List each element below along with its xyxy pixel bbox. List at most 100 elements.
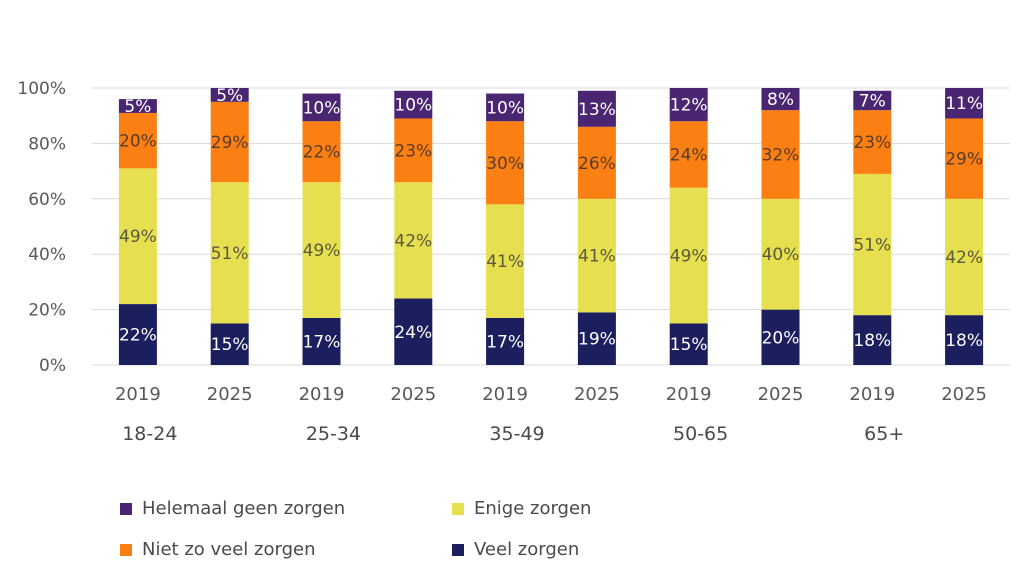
- y-tick-label: 60%: [28, 190, 66, 210]
- bar-segment: [394, 298, 433, 365]
- data-label: 20%: [762, 328, 800, 348]
- bar-segment: [210, 88, 249, 102]
- bar-segment: [853, 90, 892, 111]
- bar-segment: [577, 90, 616, 127]
- data-label: 24%: [394, 323, 432, 343]
- group-label: 35-49: [489, 423, 544, 445]
- bar-segment: [302, 182, 341, 318]
- legend-swatch-enige-zorgen: [452, 502, 464, 515]
- data-label: 29%: [945, 150, 983, 170]
- x-tick-label: 2025: [207, 384, 253, 405]
- data-label: 32%: [762, 145, 800, 165]
- bar-segment: [761, 198, 800, 310]
- bar-segment: [945, 88, 984, 119]
- bar-segment: [669, 323, 708, 365]
- legend-swatch-helemaal-geen-zorgen: [120, 502, 132, 515]
- data-label: 17%: [303, 332, 341, 352]
- x-tick-label: 2019: [115, 384, 161, 405]
- group-label: 25-34: [306, 423, 361, 445]
- bar-segment: [577, 312, 616, 365]
- x-tick-label: 2025: [574, 384, 620, 405]
- bar-segment: [945, 315, 984, 365]
- bar-segment: [945, 198, 984, 316]
- legend-label-niet-zo-veel-zorgen: Niet zo veel zorgen: [142, 539, 316, 560]
- data-label: 10%: [486, 98, 524, 118]
- x-tick-label: 2019: [482, 384, 528, 405]
- bar-segment: [853, 315, 892, 365]
- data-label: 24%: [670, 145, 708, 165]
- data-label: 10%: [303, 98, 341, 118]
- legend-label-veel-zorgen: Veel zorgen: [474, 539, 580, 560]
- legend-item-helemaal-geen-zorgen: Helemaal geen zorgen: [120, 498, 345, 519]
- bar-segment: [761, 88, 800, 111]
- data-label: 15%: [670, 335, 708, 355]
- data-label: 22%: [303, 143, 341, 163]
- legend-item-veel-zorgen: Veel zorgen: [452, 539, 579, 560]
- bar-segment: [577, 198, 616, 313]
- bar-segment: [761, 309, 800, 365]
- group-label: 18-24: [122, 423, 177, 445]
- data-label: 49%: [303, 241, 341, 261]
- data-label: 41%: [486, 252, 524, 272]
- data-label: 18%: [853, 331, 891, 351]
- y-tick-label: 100%: [17, 79, 66, 99]
- data-label: 7%: [859, 91, 886, 111]
- bar-segment: [669, 121, 708, 188]
- data-label: 12%: [670, 96, 708, 116]
- data-label: 41%: [578, 247, 616, 267]
- bar-segment: [853, 173, 892, 316]
- data-label: 49%: [119, 227, 157, 247]
- data-label: 19%: [578, 330, 616, 350]
- legend-swatch-veel-zorgen: [452, 543, 464, 556]
- data-label: 51%: [211, 244, 249, 264]
- x-tick-label: 2025: [758, 384, 804, 405]
- data-label: 8%: [767, 90, 794, 110]
- data-label: 42%: [945, 248, 983, 268]
- data-label: 40%: [762, 245, 800, 265]
- data-label: 23%: [394, 141, 432, 161]
- data-label: 13%: [578, 100, 616, 120]
- data-label: 49%: [670, 247, 708, 267]
- y-tick-label: 20%: [28, 301, 66, 321]
- bar-segment: [210, 182, 249, 324]
- data-label: 11%: [945, 94, 983, 114]
- group-label: 50-65: [673, 423, 728, 445]
- data-label: 5%: [124, 97, 151, 117]
- data-label: 18%: [945, 331, 983, 351]
- data-label: 22%: [119, 326, 157, 346]
- bar-segment: [761, 110, 800, 199]
- data-label: 30%: [486, 154, 524, 174]
- bar-segment: [118, 304, 157, 365]
- bar-segment: [394, 182, 433, 299]
- legend-swatch-niet-zo-veel-zorgen: [120, 543, 132, 556]
- bar-segment: [302, 317, 341, 365]
- group-label: 65+: [864, 423, 904, 445]
- y-tick-label: 80%: [28, 134, 66, 154]
- data-label: 15%: [211, 335, 249, 355]
- legend-item-enige-zorgen: Enige zorgen: [452, 498, 591, 519]
- x-tick-label: 2025: [390, 384, 436, 405]
- data-label: 20%: [119, 132, 157, 152]
- x-tick-label: 2019: [666, 384, 712, 405]
- bar-segment: [853, 110, 892, 174]
- data-label: 17%: [486, 332, 524, 352]
- bar-segment: [486, 121, 525, 205]
- legend-label-enige-zorgen: Enige zorgen: [474, 498, 592, 519]
- bar-segment: [669, 88, 708, 122]
- x-tick-label: 2019: [299, 384, 345, 405]
- data-label: 51%: [853, 236, 891, 256]
- bar-segment: [486, 93, 525, 122]
- bar-segment: [302, 93, 341, 122]
- bar-segment: [945, 118, 984, 199]
- bar-segment: [394, 118, 433, 183]
- bar-segment: [118, 99, 157, 113]
- data-label: 29%: [211, 133, 249, 153]
- legend-item-niet-zo-veel-zorgen: Niet zo veel zorgen: [120, 539, 315, 560]
- bar-segment: [486, 317, 525, 365]
- data-label: 5%: [216, 86, 243, 106]
- bar-segment: [302, 121, 341, 183]
- bar-segment: [669, 187, 708, 324]
- bar-segment: [118, 112, 157, 169]
- bar-segment: [118, 168, 157, 305]
